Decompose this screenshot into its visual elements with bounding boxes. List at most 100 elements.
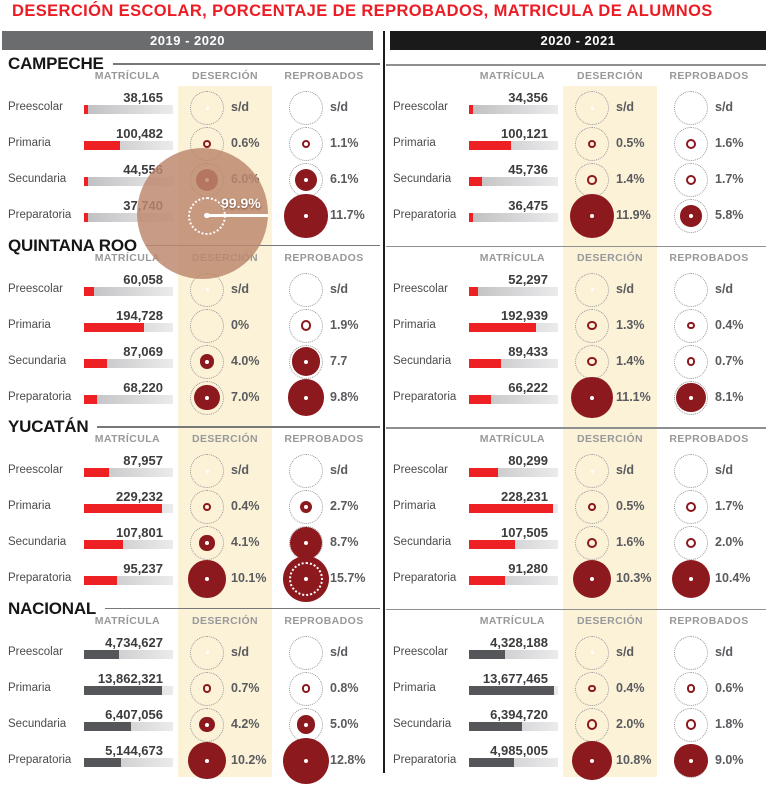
matricula-bar-fill [469, 649, 505, 659]
dotted-ring [575, 671, 609, 706]
section-rule [145, 244, 380, 247]
center-dot [205, 541, 209, 545]
matricula-value: 100,482 [116, 126, 163, 141]
value-circle [283, 556, 329, 602]
row-label: Preparatoria [393, 390, 457, 403]
value-donut [588, 140, 596, 148]
matricula-bar [469, 322, 558, 332]
desercion-value: s/d [616, 463, 635, 477]
matricula-bar-fill [84, 468, 109, 477]
column-header-desercion: DESERCIÓN [576, 70, 644, 82]
matricula-value: 4,734,627 [105, 634, 163, 650]
dotted-ring [674, 344, 708, 379]
matricula-bar-fill [469, 322, 536, 332]
value-circle [575, 526, 609, 560]
reprobados-value: s/d [715, 100, 734, 114]
column-header-reprobados: REPROBADOS [284, 614, 364, 627]
center-dot [689, 106, 693, 110]
value-circle [575, 707, 609, 742]
center-dot [590, 469, 594, 473]
center-dot [689, 577, 693, 581]
center-dot [205, 359, 209, 364]
desercion-value: 11.1% [616, 389, 651, 404]
center-dot [304, 106, 308, 110]
desercion-value: s/d [231, 100, 250, 114]
matricula-bar [84, 504, 173, 513]
matricula-bar [84, 177, 173, 186]
column-header-reprobados: REPROBADOS [669, 251, 749, 264]
matricula-bar-fill [84, 213, 88, 222]
row-label: Secundaria [8, 173, 67, 185]
reprobados-value: 1.7% [715, 172, 744, 186]
dotted-ring [190, 91, 224, 125]
row-label: Secundaria [8, 717, 67, 730]
section-title: QUINTANA ROO [8, 235, 137, 255]
column-header-reprobados: REPROBADOS [669, 614, 749, 627]
dotted-ring [289, 490, 323, 524]
reprobados-value: 9.8% [330, 389, 359, 404]
matricula-bar-fill [84, 757, 121, 767]
value-circle [289, 526, 323, 560]
highlight-value: 99.9% [221, 195, 261, 211]
column-header-desercion: DESERCIÓN [191, 614, 259, 627]
row-label: Secundaria [8, 536, 67, 548]
reprobados-value: 5.8% [715, 208, 744, 222]
row-label: Primaria [393, 500, 436, 512]
value-circle [674, 526, 708, 560]
reprobados-value: 0.6% [715, 680, 744, 695]
center-dot [689, 758, 693, 763]
value-donut [685, 501, 697, 513]
column-header-matricula: MATRÍCULA [479, 251, 545, 264]
desercion-value: s/d [231, 463, 250, 477]
matricula-bar [84, 105, 173, 114]
matricula-bar-fill [469, 394, 491, 404]
matricula-value: 45,736 [508, 162, 548, 177]
dotted-ring [190, 526, 224, 560]
dotted-ring [190, 344, 224, 379]
matricula-value: 6,407,056 [105, 706, 163, 722]
matricula-bar-fill [84, 394, 97, 404]
matricula-value: 89,433 [508, 343, 548, 359]
reprobados-value: 1.9% [330, 317, 359, 332]
matricula-value: 66,222 [508, 379, 548, 395]
column-header-matricula: MATRÍCULA [479, 433, 545, 445]
desercion-value: s/d [616, 281, 635, 296]
value-circle [671, 559, 711, 599]
matricula-value: 87,069 [123, 343, 163, 359]
matricula-bar-fill [469, 685, 554, 695]
column-header-desercion: DESERCIÓN [191, 433, 259, 445]
row-label: Primaria [8, 137, 51, 149]
center-dot [590, 395, 594, 400]
row-label: Preescolar [8, 282, 63, 295]
reprobados-value: 7.7 [330, 353, 348, 368]
column-header-reprobados: REPROBADOS [284, 433, 364, 445]
reprobados-value: 2.0% [715, 535, 744, 549]
matricula-value: 192,939 [501, 307, 548, 323]
matricula-value: 6,394,720 [490, 706, 548, 722]
desercion-value: 10.1% [231, 571, 267, 585]
value-circle [289, 454, 323, 488]
matricula-bar [84, 141, 173, 150]
center-dot [689, 651, 693, 654]
value-donut [588, 684, 596, 693]
value-donut [301, 684, 311, 693]
value-circle [674, 308, 708, 343]
desercion-value: 0.5% [616, 136, 645, 150]
value-donut [202, 139, 212, 149]
matricula-bar-fill [469, 286, 478, 296]
desercion-value: 0.6% [231, 136, 260, 150]
desercion-value: 0.7% [231, 680, 260, 695]
column-header-matricula: MATRÍCULA [94, 433, 160, 445]
center-dot [205, 722, 209, 727]
section-rule-right [386, 245, 766, 247]
row-label: Preescolar [8, 101, 63, 113]
dotted-ring [190, 308, 224, 343]
section-title: NACIONAL [8, 598, 97, 618]
center-dot [689, 469, 693, 473]
column-header-reprobados: REPROBADOS [669, 433, 749, 445]
section-rule [112, 63, 380, 65]
value-donut [686, 139, 696, 149]
section-rule [105, 607, 380, 610]
center-dot [304, 178, 308, 182]
value-circle [289, 272, 323, 307]
